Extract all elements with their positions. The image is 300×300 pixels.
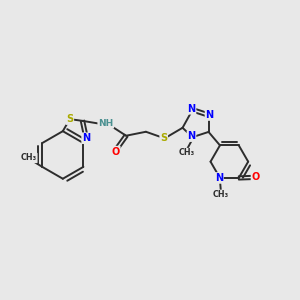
Text: N: N	[206, 110, 214, 120]
Text: N: N	[215, 173, 223, 183]
Text: O: O	[251, 172, 260, 182]
Text: CH₃: CH₃	[213, 190, 229, 199]
Text: N: N	[82, 133, 90, 143]
Text: N: N	[188, 104, 196, 114]
Text: N: N	[188, 131, 196, 141]
Text: S: S	[66, 114, 73, 124]
Text: CH₃: CH₃	[178, 148, 195, 158]
Text: S: S	[160, 133, 167, 143]
Text: CH₃: CH₃	[21, 153, 37, 162]
Text: O: O	[112, 147, 120, 157]
Text: NH: NH	[98, 119, 113, 128]
